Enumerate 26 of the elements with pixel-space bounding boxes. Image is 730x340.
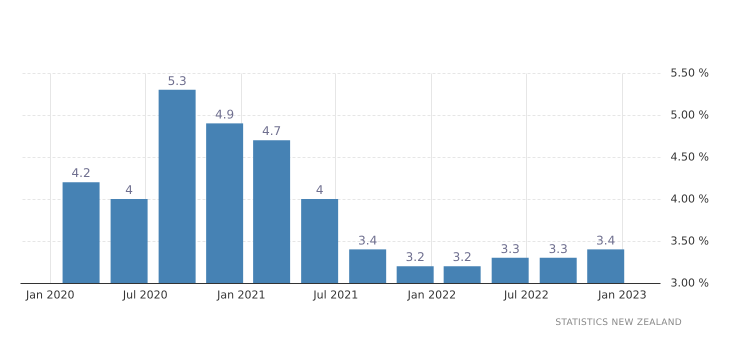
data-label: 3.3 bbox=[500, 242, 520, 256]
x-tick-label: Jul 2020 bbox=[122, 288, 168, 302]
x-tick-label: Jan 2021 bbox=[216, 288, 266, 302]
data-label: 3.2 bbox=[452, 250, 472, 264]
text: STATISTICS NEW ZEALAND bbox=[555, 318, 682, 328]
data-label: 5.3 bbox=[168, 74, 187, 88]
data-label: 3.2 bbox=[406, 250, 425, 264]
y-tick-label: 5.00 % bbox=[670, 108, 709, 122]
data-label: 4.9 bbox=[215, 107, 234, 122]
y-tick-label: 3.50 % bbox=[670, 234, 709, 248]
data-label: 3.3 bbox=[548, 242, 568, 256]
data-label: 3.4 bbox=[596, 233, 616, 248]
data-label: 4.2 bbox=[72, 166, 91, 180]
x-tick-label: Jan 2023 bbox=[597, 288, 647, 302]
x-tick-label: Jan 2020 bbox=[25, 288, 74, 302]
y-tick-label: 5.50 % bbox=[670, 66, 709, 80]
x-tick-label: Jul 2022 bbox=[502, 288, 549, 302]
y-tick-label: 3.00 % bbox=[670, 276, 709, 290]
data-label: 4 bbox=[125, 183, 133, 197]
data-label: 4 bbox=[316, 183, 324, 197]
x-tick-label: Jan 2022 bbox=[406, 288, 456, 302]
y-tick-label: 4.50 % bbox=[670, 150, 709, 164]
x-tick-label: Jul 2021 bbox=[312, 288, 358, 302]
data-label: 3.4 bbox=[358, 233, 378, 248]
data-label: 4.7 bbox=[262, 124, 282, 138]
y-tick-label: 4.00 % bbox=[670, 192, 709, 206]
